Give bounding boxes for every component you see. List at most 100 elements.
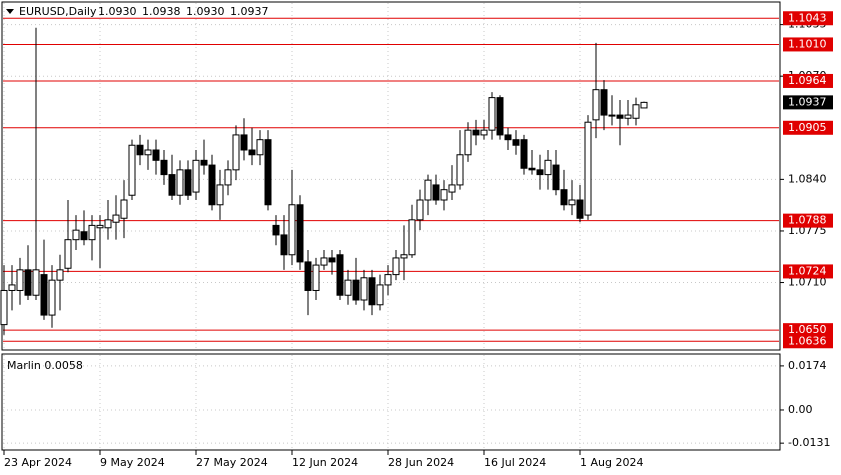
candle-body [376,284,384,306]
candle-body [488,97,496,131]
candle-body [600,89,608,116]
candle-body [640,101,648,109]
level-label-box [783,73,833,88]
level-label-text: 1.0650 [788,323,827,336]
candle-body [352,279,360,301]
candle-body [8,284,16,291]
candle-body [384,274,392,286]
level-label: 1.0650 [783,323,833,338]
level-label-text: 1.1010 [788,37,827,50]
y-tick-label: 1.0840 [788,172,827,185]
candle-body [88,224,96,241]
x-tick-label: 16 Jul 2024 [484,456,546,469]
candle-body [304,261,312,291]
candle-body [496,97,504,136]
candle-body [464,129,472,156]
candle-body [192,159,200,193]
y-tick-label: -0.0131 [788,436,830,449]
chart-title: EURUSD,Daily [19,5,97,18]
candle-body [208,164,216,206]
candle-body [424,179,432,201]
menu-arrow [6,9,14,14]
candle-body [0,289,8,326]
candle-body [360,277,368,301]
main-frame [1,1,781,351]
level-label: 1.0964 [783,73,833,88]
candle-body [480,129,488,136]
candle-body [584,121,592,216]
indicator-frame [1,353,781,451]
x-tick-label: 23 Apr 2024 [4,456,72,469]
candle-body [120,199,128,219]
candle-body [560,189,568,206]
level-label-text: 1.0964 [788,74,827,87]
candle-body [624,114,632,119]
level-label-box [783,37,833,52]
candle-body [576,199,584,219]
candle-body [216,184,224,206]
candle-body [536,169,544,176]
level-label: 1.0636 [783,334,833,349]
header-high: 1.0938 [142,5,181,18]
x-tick-label: 9 May 2024 [100,456,165,469]
x-tick-label: 27 May 2024 [196,456,268,469]
candle-body [144,149,152,156]
level-label-text: 1.0724 [788,264,827,277]
header-low: 1.0930 [186,5,225,18]
level-label-text: 1.0636 [788,334,827,347]
layer: 23 Apr 2024 9 May 2024 27 May 2024 12 Jun 2… [0,3,833,469]
level-label-box [783,120,833,135]
candle-body [248,149,256,156]
candle-body [240,134,248,151]
candle-body [568,199,576,206]
candle-body [160,159,168,176]
header-close: 1.0937 [230,5,269,18]
candle-body [392,257,400,276]
candle-body [320,257,328,266]
candle-body [544,159,552,176]
candle-body [64,239,72,269]
candle-body [456,154,464,186]
candle-body [256,139,264,156]
candle-body [232,134,240,171]
candle-body [40,274,48,316]
level-label: 1.1043 [783,11,833,26]
candle-body [72,229,80,241]
candle-body [632,104,640,119]
candle-body [56,269,64,281]
current-price-box [783,95,833,110]
candle-body [288,204,296,256]
level-label: 1.0905 [783,120,833,135]
level-label-box [783,264,833,279]
level-label-text: 1.0788 [788,214,827,227]
y-tick-label: 0.00 [788,403,813,416]
candle-body [608,114,616,117]
candle-body [168,174,176,196]
candle-body [408,219,416,256]
candle-body [280,234,288,256]
candle-body [16,269,24,291]
candle-body [96,224,104,229]
candle-body [328,257,336,263]
candle-body [552,164,560,191]
level-label-box [783,323,833,338]
candle-body [400,254,408,259]
level-label: 1.0724 [783,264,833,279]
level-label-box [783,213,833,228]
candle-body [344,279,352,296]
x-tick-label: 28 Jun 2024 [388,456,454,469]
candle-body [80,231,88,241]
candle-body [136,144,144,156]
candle-body [616,114,624,119]
candle-body [128,144,136,196]
candle-body [296,204,304,263]
indicator-label: Marlin 0.0058 [7,359,83,372]
candle-body [184,169,192,196]
candle-body [48,279,56,316]
level-label-box [783,11,833,26]
candle-body [440,189,448,201]
level-label: 1.1010 [783,37,833,52]
candle-body [272,224,280,236]
